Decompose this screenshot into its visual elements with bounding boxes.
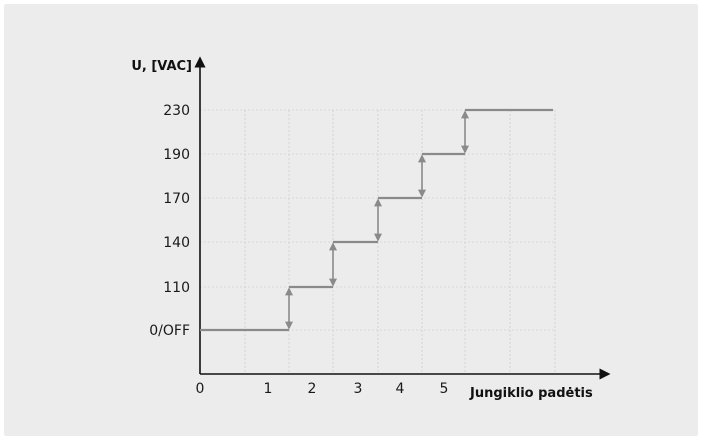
x-tick-label: 5 — [440, 381, 449, 397]
y-tick-label: 170 — [163, 191, 190, 207]
y-tick-label: 230 — [163, 103, 190, 119]
x-tick-labels: 0 1 2 3 4 5 — [196, 381, 449, 397]
x-tick-label: 1 — [264, 381, 273, 397]
y-tick-label: 110 — [163, 280, 190, 296]
x-axis-title: Jungiklio padėtis — [469, 386, 593, 401]
chart-panel — [4, 4, 698, 436]
axes — [194, 56, 611, 380]
series-step-line — [200, 108, 553, 332]
y-tick-labels: 0/OFF 110 140 170 190 230 — [149, 103, 190, 339]
y-tick-label: 0/OFF — [149, 323, 190, 339]
x-tick-label: 2 — [308, 381, 317, 397]
y-axis-title: U, [VAC] — [131, 59, 192, 74]
x-tick-label: 4 — [396, 381, 405, 397]
y-tick-label: 190 — [163, 147, 190, 163]
y-tick-label: 140 — [163, 235, 190, 251]
x-tick-label: 3 — [354, 381, 363, 397]
x-tick-label: 0 — [196, 381, 205, 397]
